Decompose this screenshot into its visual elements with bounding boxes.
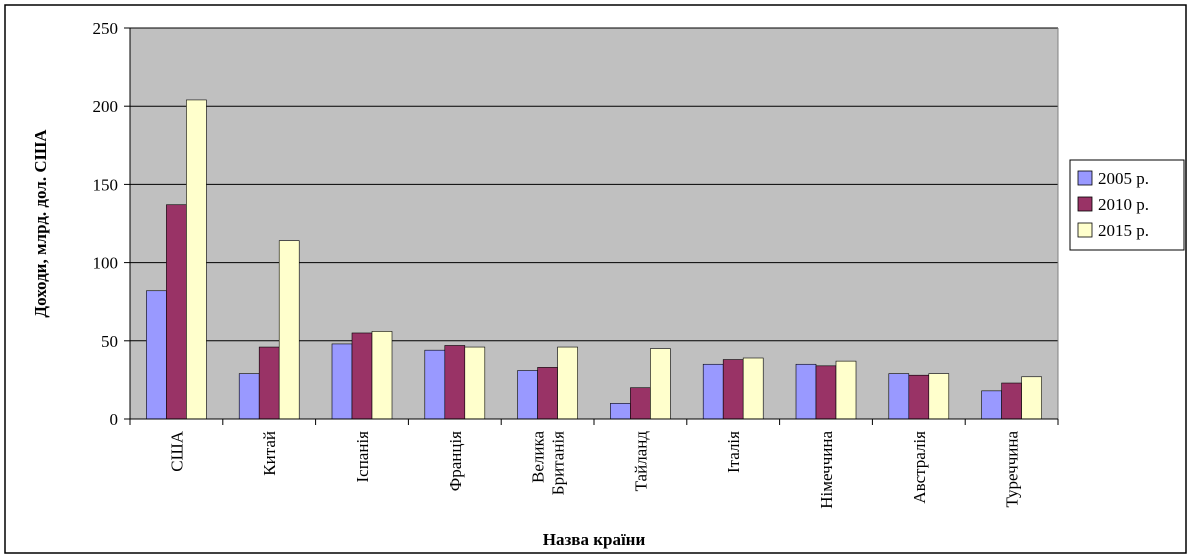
- y-tick-label: 0: [110, 410, 119, 429]
- x-tick-label: Іспанія: [353, 431, 372, 483]
- x-tick-label: Китай: [260, 431, 279, 476]
- bar: [630, 387, 651, 420]
- legend-swatch: [1077, 196, 1093, 212]
- legend-swatch: [1077, 170, 1093, 186]
- bar: [186, 99, 207, 420]
- y-axis-title: Доходи, млрд. дол. США: [31, 129, 50, 318]
- bar: [166, 204, 187, 420]
- bar: [424, 349, 446, 420]
- bar: [742, 357, 764, 420]
- bars: [146, 99, 1042, 420]
- bar: [722, 359, 744, 420]
- bar: [331, 343, 353, 420]
- bar: [610, 403, 631, 420]
- bar: [278, 240, 300, 420]
- x-tick-label: Туреччина: [1003, 431, 1022, 508]
- bar: [702, 363, 724, 420]
- axes: [124, 27, 1059, 425]
- x-axis-title: Назва країни: [543, 530, 646, 549]
- x-tick-label: Британія: [549, 431, 568, 495]
- legend-swatch: [1077, 222, 1093, 238]
- bar: [351, 332, 373, 420]
- legend: 2005 р. 2010 р. 2015 р.: [1069, 159, 1185, 251]
- bar: [650, 348, 671, 420]
- bar: [815, 365, 837, 420]
- bar: [517, 370, 538, 420]
- y-tick-label: 50: [101, 332, 118, 351]
- bar: [371, 331, 393, 420]
- bar: [981, 390, 1002, 420]
- bar: [888, 373, 910, 420]
- bar: [537, 367, 558, 420]
- bar: [908, 374, 930, 420]
- x-tick-label: США: [167, 430, 186, 471]
- x-tick-label: Тайланд: [631, 431, 650, 492]
- legend-label: 2010 р.: [1098, 195, 1149, 214]
- x-tick-label: Франція: [446, 431, 465, 491]
- x-tick-label: Австралія: [910, 431, 929, 504]
- y-tick-label: 100: [93, 254, 119, 273]
- y-tick-label: 150: [93, 175, 119, 194]
- x-tick-labels: США Китай Іспанія Франція Велика Британія Тайл…: [167, 430, 1021, 508]
- bar: [928, 373, 950, 420]
- y-tick-label: 200: [93, 97, 119, 116]
- bar: [1001, 382, 1022, 420]
- bar: [1021, 376, 1042, 420]
- bar: [557, 346, 578, 420]
- bar: [835, 360, 857, 420]
- bar: [795, 363, 817, 420]
- bar: [444, 345, 466, 420]
- x-tick-label: Італія: [724, 431, 743, 473]
- legend-label: 2015 р.: [1098, 221, 1149, 240]
- bar: [464, 346, 486, 420]
- x-tick-label: Німеччина: [817, 431, 836, 509]
- bar: [258, 346, 280, 420]
- legend-label: 2005 р.: [1098, 169, 1149, 188]
- bar: [146, 290, 167, 420]
- bar: [238, 373, 260, 420]
- x-tick-label: Велика: [529, 431, 548, 483]
- y-tick-label: 250: [93, 19, 119, 38]
- y-tick-labels: 0 50 100 150 200 250: [93, 19, 119, 429]
